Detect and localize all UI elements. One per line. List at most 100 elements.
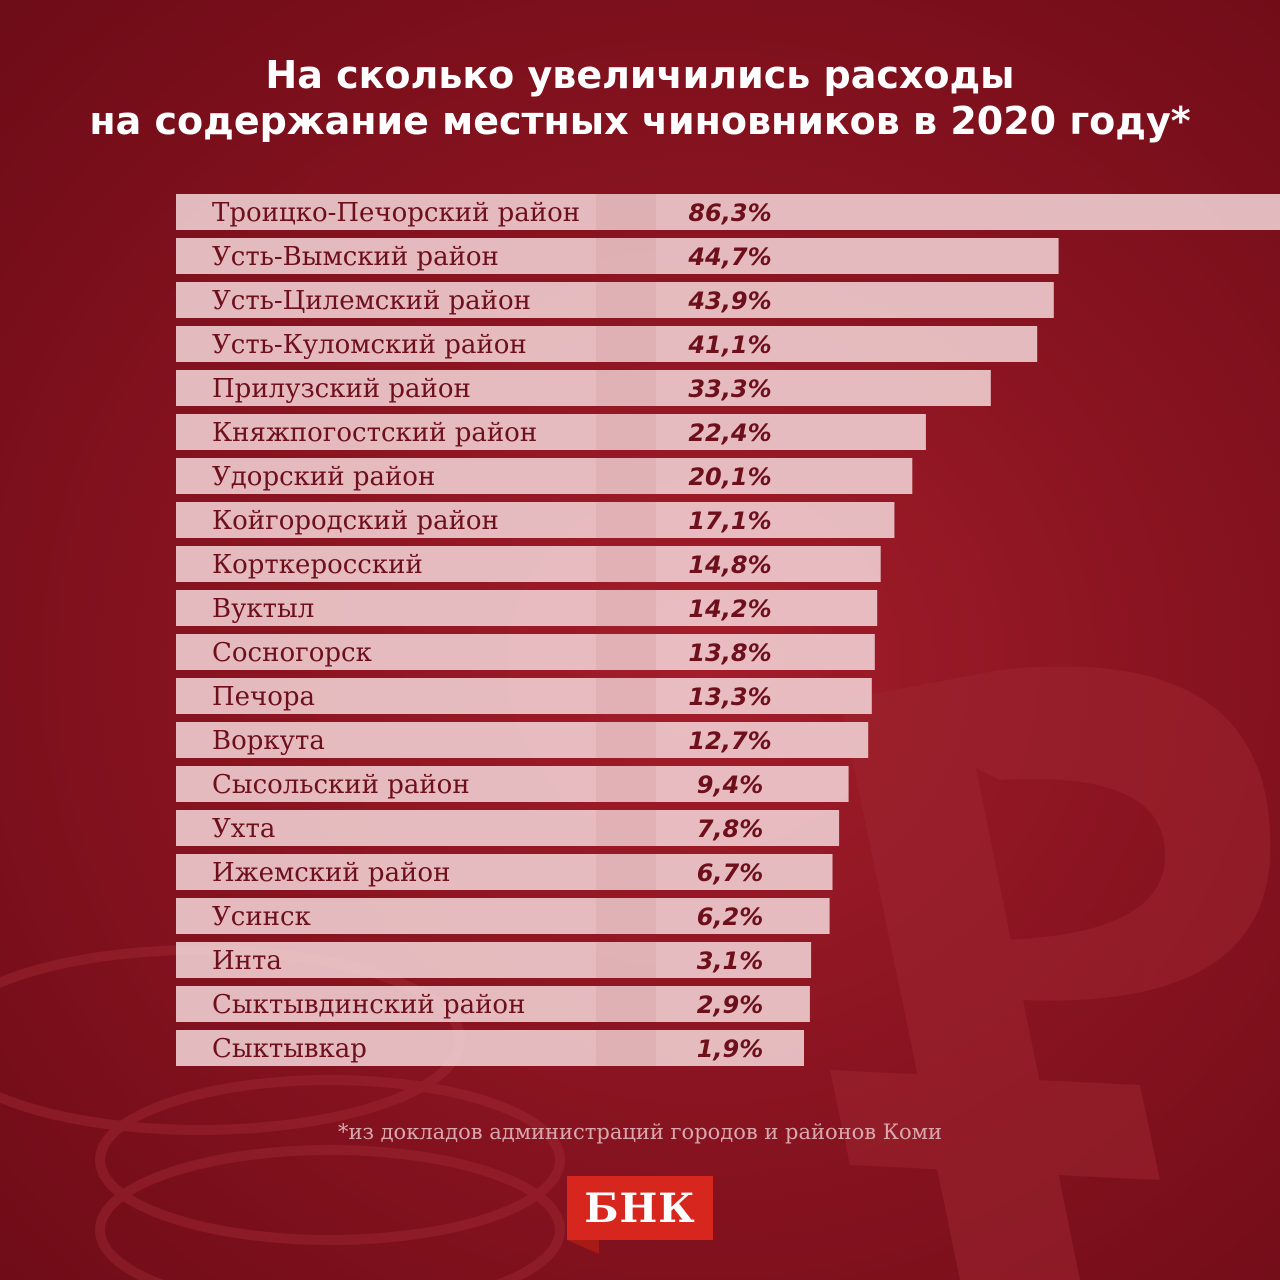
bnk-logo: БНК [567,1176,713,1240]
bar-label: Усинск [212,902,311,932]
bar-row: Усть-Вымский район 44,7% [176,238,1059,274]
bar-value-label: 1,9% [697,1035,764,1063]
bar [176,766,849,802]
bar-label: Инта [212,946,282,976]
bar-value-label: 13,3% [688,683,771,711]
bar-band [596,326,656,362]
bar [176,414,926,450]
bar-label: Сыктывдинский район [212,990,525,1020]
bar-label: Усть-Вымский район [212,242,499,272]
bar-band [596,986,656,1022]
bar-value-label: 14,2% [688,595,771,623]
bar-value-label: 14,8% [688,551,771,579]
bar [176,986,810,1022]
bar-band [596,238,656,274]
bar-value-label: 7,8% [697,815,764,843]
bar-value-label: 86,3% [688,199,771,227]
bar-row: Усть-Цилемский район 43,9% [176,282,1054,318]
bar-value-label: 3,1% [697,947,764,975]
bar-value-label: 6,7% [697,859,764,887]
bar [176,590,878,626]
bar-label: Усть-Куломский район [212,330,527,360]
bar-label: Ухта [212,814,275,844]
bar-value-label: 44,7% [687,243,771,271]
bar [176,282,1054,318]
bar-band [596,370,656,406]
bar-row: Прилузский район 33,3% [176,370,991,406]
footnote: *из докладов администраций городов и рай… [338,1120,942,1144]
bar-band [596,942,656,978]
bar-band [596,766,656,802]
bar-label: Княжпогостский район [212,418,537,448]
bar-label: Ижемский район [212,858,450,888]
bar-label: Троицко-Печорский район [212,198,580,228]
bar [176,502,895,538]
bar [176,854,833,890]
bar [176,678,872,714]
bar-row: Усинск 6,2% [176,898,830,934]
bar-row: Воркута 12,7% [176,722,869,758]
bar-label: Койгородский район [212,506,499,536]
bar-value-label: 20,1% [688,463,771,491]
bar-value-label: 6,2% [697,903,764,931]
bar-label: Печора [212,682,315,712]
bar [176,942,812,978]
bar-row: Койгородский район 17,1% [176,502,895,538]
chart-title-line-1: На сколько увеличились расходы [265,53,1015,97]
bar-value-label: 33,3% [688,375,771,403]
bar-label: Сосногорск [212,638,372,668]
bar [176,898,830,934]
bar-row: Сыктывкар 1,9% [176,1030,804,1066]
logo-tail [567,1240,599,1254]
bar [176,1030,804,1066]
bar-row: Сыктывдинский район 2,9% [176,986,810,1022]
bar-row: Корткеросский 14,8% [176,546,881,582]
bar-row: Ухта 7,8% [176,810,840,846]
bar [176,370,991,406]
bar [176,326,1038,362]
bar-label: Вуктыл [212,594,314,624]
bar [176,810,840,846]
bar-row: Инта 3,1% [176,942,812,978]
bar-value-label: 41,1% [687,331,771,359]
bar-value-label: 9,4% [697,771,764,799]
ruble-icon [830,666,1271,1280]
bar-label: Прилузский район [212,374,471,404]
bar-value-label: 43,9% [687,287,771,315]
bar-band [596,194,656,230]
bar [176,722,869,758]
bar-band [596,546,656,582]
bar-label: Усть-Цилемский район [212,286,531,316]
bar-value-label: 17,1% [688,507,771,535]
bar-label: Сыктывкар [212,1034,367,1064]
bar-band [596,1030,656,1066]
bar-band [596,854,656,890]
bar-band [596,898,656,934]
bar-band [596,502,656,538]
bar-label: Корткеросский [212,550,423,580]
bar-label: Удорский район [212,462,435,492]
bar-row: Вуктыл 14,2% [176,590,878,626]
bar-row: Сосногорск 13,8% [176,634,875,670]
bar-value-label: 12,7% [688,727,771,755]
bar-band [596,414,656,450]
bar-row: Удорский район 20,1% [176,458,913,494]
bar-label: Воркута [212,726,325,756]
bar-row: Усть-Куломский район 41,1% [176,326,1038,362]
bar-value-label: 13,8% [688,639,771,667]
bar-row: Троицко-Печорский район 86,3% [176,194,1280,230]
bar-row: Сысольский район 9,4% [176,766,849,802]
bar-band [596,634,656,670]
bar [176,546,881,582]
bar-band [596,458,656,494]
bar-value-label: 22,4% [688,419,771,447]
bar-band [596,282,656,318]
bar-band [596,590,656,626]
bar-band [596,810,656,846]
bar-row: Ижемский район 6,7% [176,854,833,890]
chart-title: На сколько увеличились расходы на содерж… [0,52,1280,144]
bar [176,634,875,670]
bar-band [596,678,656,714]
